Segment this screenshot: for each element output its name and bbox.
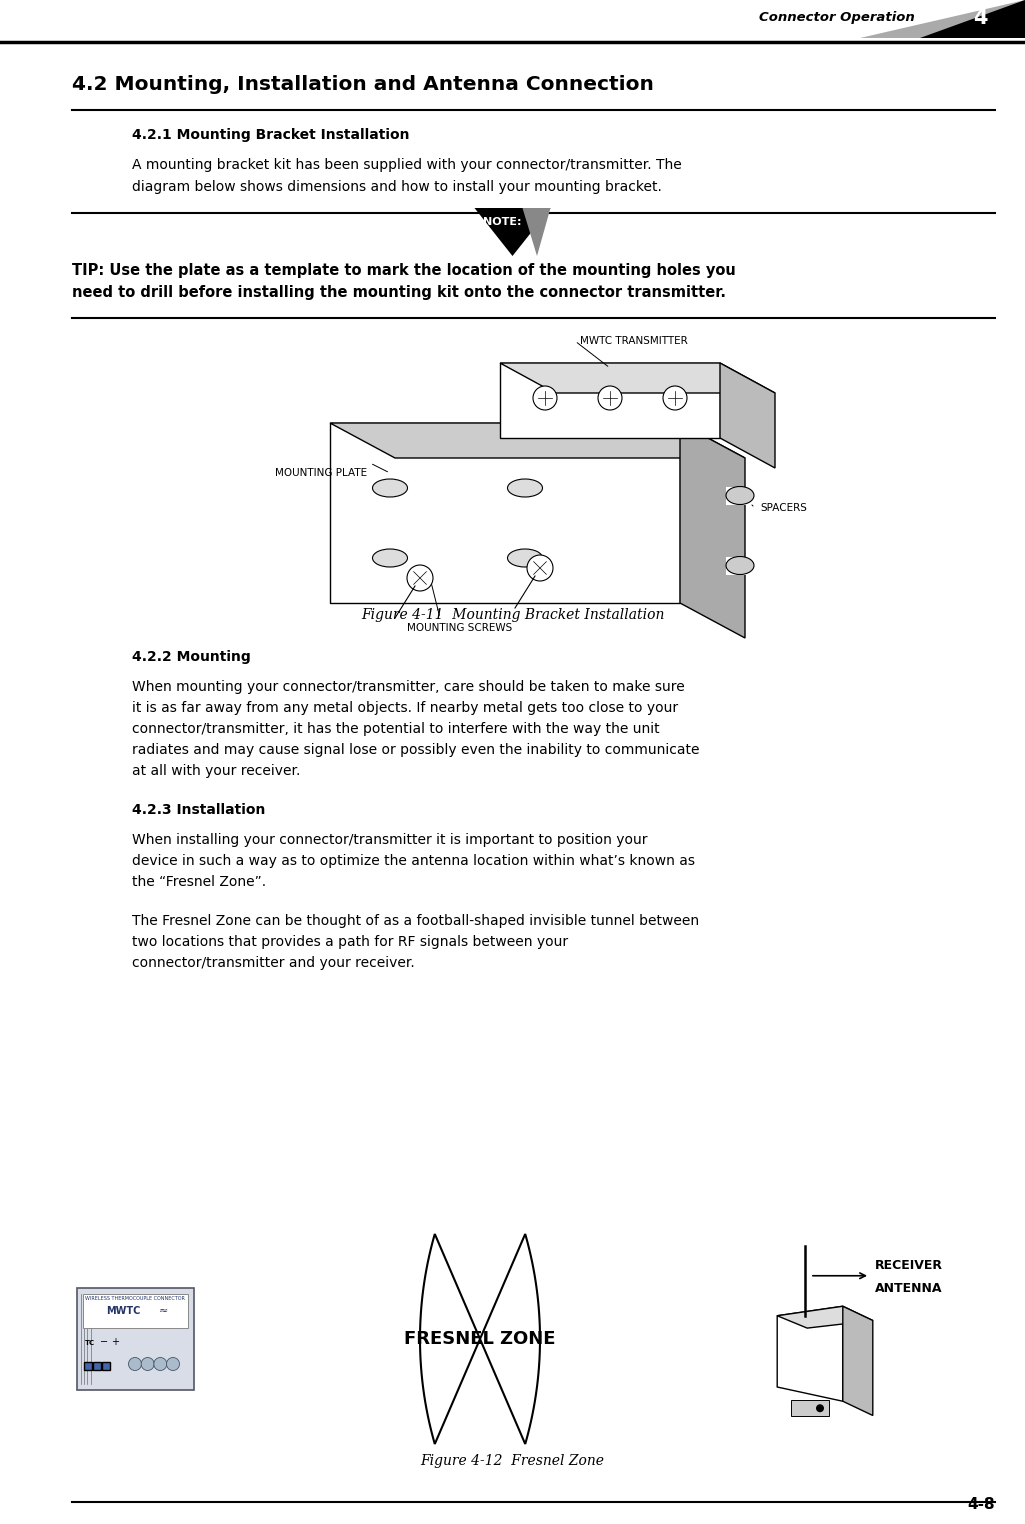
- Circle shape: [598, 386, 622, 410]
- Bar: [726, 556, 754, 575]
- Circle shape: [128, 1358, 141, 1370]
- Text: MOUNTING SCREWS: MOUNTING SCREWS: [407, 623, 512, 632]
- Text: it is as far away from any metal objects. If nearby metal gets too close to your: it is as far away from any metal objects…: [132, 701, 679, 715]
- Circle shape: [407, 565, 433, 591]
- Text: RECEIVER: RECEIVER: [875, 1259, 943, 1273]
- Circle shape: [527, 555, 554, 581]
- Text: FRESNEL ZONE: FRESNEL ZONE: [404, 1330, 556, 1349]
- Circle shape: [141, 1358, 154, 1370]
- Text: Figure 4-12  Fresnel Zone: Figure 4-12 Fresnel Zone: [420, 1454, 605, 1468]
- Text: need to drill before installing the mounting kit onto the connector transmitter.: need to drill before installing the moun…: [72, 285, 726, 300]
- Text: WIRELESS THERMOCOUPLE CONNECTOR: WIRELESS THERMOCOUPLE CONNECTOR: [85, 1297, 184, 1301]
- Text: ≈: ≈: [158, 1306, 168, 1317]
- Polygon shape: [777, 1306, 873, 1327]
- Circle shape: [166, 1358, 179, 1370]
- Polygon shape: [777, 1306, 843, 1401]
- FancyBboxPatch shape: [82, 1294, 188, 1327]
- Text: the “Fresnel Zone”.: the “Fresnel Zone”.: [132, 875, 266, 888]
- Circle shape: [816, 1404, 824, 1413]
- Text: 4.2 Mounting, Installation and Antenna Connection: 4.2 Mounting, Installation and Antenna C…: [72, 75, 654, 94]
- Text: Figure 4-11  Mounting Bracket Installation: Figure 4-11 Mounting Bracket Installatio…: [361, 608, 664, 622]
- Text: Connector Operation: Connector Operation: [760, 12, 915, 24]
- Text: device in such a way as to optimize the antenna location within what’s known as: device in such a way as to optimize the …: [132, 853, 695, 869]
- Text: 4.2.3 Installation: 4.2.3 Installation: [132, 803, 265, 817]
- Text: connector/transmitter and your receiver.: connector/transmitter and your receiver.: [132, 956, 415, 969]
- Polygon shape: [843, 1306, 873, 1416]
- Text: SPACERS: SPACERS: [760, 503, 807, 514]
- Ellipse shape: [726, 556, 754, 575]
- Text: two locations that provides a path for RF signals between your: two locations that provides a path for R…: [132, 936, 568, 949]
- Text: diagram below shows dimensions and how to install your mounting bracket.: diagram below shows dimensions and how t…: [132, 180, 662, 194]
- Circle shape: [663, 386, 687, 410]
- Polygon shape: [475, 207, 550, 256]
- Polygon shape: [330, 424, 745, 459]
- Polygon shape: [920, 0, 1025, 38]
- Text: TC: TC: [84, 1340, 94, 1346]
- Polygon shape: [330, 424, 680, 604]
- Text: When mounting your connector/transmitter, care should be taken to make sure: When mounting your connector/transmitter…: [132, 680, 685, 693]
- Text: ANTENNA: ANTENNA: [875, 1282, 943, 1295]
- Ellipse shape: [507, 549, 542, 567]
- Text: A mounting bracket kit has been supplied with your connector/transmitter. The: A mounting bracket kit has been supplied…: [132, 158, 682, 172]
- Text: 4: 4: [973, 8, 987, 27]
- Text: TIP: Use the plate as a template to mark the location of the mounting holes you: TIP: Use the plate as a template to mark…: [72, 264, 736, 277]
- Text: MWTC: MWTC: [106, 1306, 140, 1317]
- Polygon shape: [860, 0, 1025, 38]
- Bar: [726, 486, 754, 504]
- Ellipse shape: [372, 549, 408, 567]
- Text: at all with your receiver.: at all with your receiver.: [132, 764, 300, 777]
- Polygon shape: [500, 363, 775, 393]
- Polygon shape: [523, 207, 550, 256]
- Circle shape: [533, 386, 557, 410]
- Ellipse shape: [372, 479, 408, 497]
- Ellipse shape: [507, 479, 542, 497]
- Text: 4.2.2 Mounting: 4.2.2 Mounting: [132, 651, 251, 664]
- Polygon shape: [500, 363, 720, 437]
- Text: 4-8: 4-8: [968, 1497, 995, 1512]
- Text: The Fresnel Zone can be thought of as a football-shaped invisible tunnel between: The Fresnel Zone can be thought of as a …: [132, 914, 699, 928]
- Text: +: +: [112, 1337, 120, 1347]
- Text: 4.2.1 Mounting Bracket Installation: 4.2.1 Mounting Bracket Installation: [132, 128, 410, 142]
- Ellipse shape: [726, 486, 754, 504]
- Text: MWTC TRANSMITTER: MWTC TRANSMITTER: [580, 335, 688, 346]
- FancyBboxPatch shape: [791, 1401, 829, 1416]
- Circle shape: [154, 1358, 167, 1370]
- Polygon shape: [720, 363, 775, 468]
- Text: When installing your connector/transmitter it is important to position your: When installing your connector/transmitt…: [132, 834, 648, 847]
- Text: NOTE:: NOTE:: [483, 216, 522, 227]
- FancyBboxPatch shape: [77, 1288, 194, 1390]
- Text: −: −: [99, 1337, 108, 1347]
- Polygon shape: [680, 424, 745, 639]
- FancyBboxPatch shape: [93, 1361, 101, 1370]
- Text: radiates and may cause signal lose or possibly even the inability to communicate: radiates and may cause signal lose or po…: [132, 744, 699, 757]
- FancyBboxPatch shape: [102, 1361, 110, 1370]
- Text: MOUNTING PLATE: MOUNTING PLATE: [275, 468, 367, 479]
- Text: connector/transmitter, it has the potential to interfere with the way the unit: connector/transmitter, it has the potent…: [132, 722, 660, 736]
- FancyBboxPatch shape: [84, 1361, 92, 1370]
